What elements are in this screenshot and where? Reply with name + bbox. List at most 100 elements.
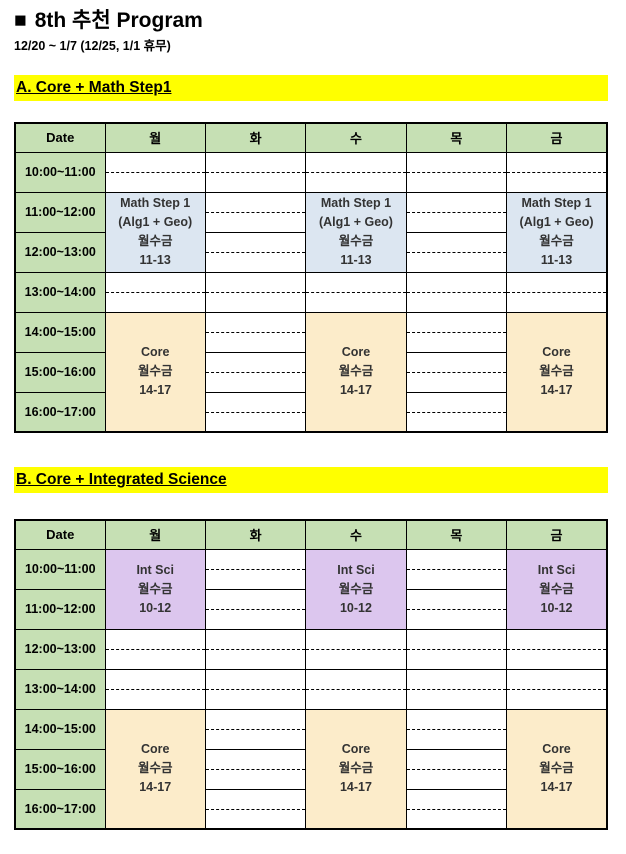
half-hour-divider bbox=[205, 233, 306, 253]
half-hour-divider bbox=[507, 630, 606, 650]
half-hour-divider bbox=[205, 790, 306, 810]
half-hour-divider bbox=[205, 710, 306, 730]
half-hour-divider bbox=[205, 393, 306, 413]
day-header-fri: 금 bbox=[506, 519, 608, 550]
empty-slot-cell bbox=[305, 271, 407, 313]
empty-slot-cell bbox=[204, 668, 307, 710]
day-header-fri: 금 bbox=[506, 122, 608, 153]
date-header: Date bbox=[14, 519, 106, 550]
time-cell: 13:00~14:00 bbox=[14, 271, 106, 313]
block-hours: 11-13 bbox=[340, 253, 372, 267]
table-row: 13:00~14:00 bbox=[14, 271, 608, 313]
block-title: Math Step 1 bbox=[120, 196, 191, 210]
block-title: Int Sci bbox=[337, 562, 375, 577]
empty-slot-cell bbox=[405, 788, 508, 830]
time-cell: 16:00~17:00 bbox=[14, 391, 106, 433]
time-cell: 10:00~11:00 bbox=[14, 548, 106, 590]
int-sci-cell-mon: Int Sci 월수금 10-12 bbox=[104, 548, 206, 630]
empty-slot-cell bbox=[305, 628, 407, 670]
empty-slot-cell bbox=[204, 788, 307, 830]
time-cell: 11:00~12:00 bbox=[14, 191, 106, 233]
empty-slot-cell bbox=[405, 628, 508, 670]
block-title: Core bbox=[542, 345, 571, 360]
table-row: 10:00~11:00 Int Sci 월수금 10-12 Int Sci 월수… bbox=[14, 548, 608, 630]
block-title: Int Sci bbox=[136, 562, 174, 577]
half-hour-divider bbox=[205, 193, 306, 213]
half-hour-divider bbox=[205, 550, 306, 570]
half-hour-divider bbox=[105, 273, 205, 293]
page-title: ■ 8th 추천 Program bbox=[14, 8, 612, 34]
block-hours: 14-17 bbox=[339, 780, 372, 795]
day-header-thu: 목 bbox=[405, 122, 508, 153]
core-cell-wed: Core 월수금 14-17 bbox=[305, 708, 407, 830]
schedule-table-a: Date 월 화 수 목 금 10:00~11:00 11:00~12:00 M… bbox=[14, 122, 608, 433]
date-range-subtitle: 12/20 ~ 1/7 (12/25, 1/1 휴무) bbox=[14, 39, 171, 53]
half-hour-divider bbox=[205, 353, 306, 373]
half-hour-divider bbox=[205, 750, 306, 770]
table-row: 14:00~15:00 Core 월수금 14-17 Core 월수금 14-1… bbox=[14, 311, 608, 433]
table-row: 14:00~15:00 Core 월수금 14-17 Core 월수금 14-1… bbox=[14, 708, 608, 830]
half-hour-divider bbox=[406, 393, 507, 413]
empty-slot-cell bbox=[405, 588, 508, 630]
block-days: 월수금 bbox=[137, 581, 173, 596]
half-hour-divider bbox=[406, 153, 507, 173]
half-hour-divider bbox=[406, 193, 507, 213]
empty-slot-cell bbox=[405, 351, 508, 393]
time-cell: 12:00~13:00 bbox=[14, 231, 106, 273]
block-title: Core bbox=[140, 742, 170, 757]
block-days: 월수금 bbox=[338, 761, 374, 776]
empty-slot-cell bbox=[204, 351, 307, 393]
block-days: 월수금 bbox=[539, 234, 574, 248]
block-title: Core bbox=[341, 345, 371, 360]
empty-slot-cell bbox=[506, 271, 608, 313]
half-hour-divider bbox=[205, 630, 306, 650]
half-hour-divider bbox=[306, 670, 406, 690]
half-hour-divider bbox=[205, 273, 306, 293]
empty-slot-cell bbox=[204, 311, 307, 353]
empty-slot-cell bbox=[405, 668, 508, 710]
time-cell: 14:00~15:00 bbox=[14, 311, 106, 353]
half-hour-divider bbox=[406, 550, 507, 570]
empty-slot-cell bbox=[405, 311, 508, 353]
empty-slot-cell bbox=[405, 391, 508, 433]
empty-slot-cell bbox=[405, 548, 508, 590]
math-step1-cell-fri: Math Step 1 (Alg1 + Geo) 월수금 11-13 bbox=[506, 191, 608, 273]
block-days: 월수금 bbox=[137, 364, 173, 379]
block-hours: 14-17 bbox=[339, 383, 372, 398]
half-hour-divider bbox=[205, 313, 306, 333]
table-row: 12:00~13:00 bbox=[14, 628, 608, 670]
empty-slot-cell bbox=[204, 231, 307, 273]
block-days: 월수금 bbox=[137, 234, 173, 248]
page-title-text: 8th 추천 Program bbox=[34, 9, 203, 32]
half-hour-divider bbox=[205, 670, 306, 690]
section-b-heading: B. Core + Integrated Science bbox=[14, 467, 608, 493]
table-b-header-row: Date 월 화 수 목 금 bbox=[14, 519, 608, 550]
block-title: Int Sci bbox=[537, 562, 576, 577]
block-days: 월수금 bbox=[539, 581, 574, 596]
math-step1-cell-wed: Math Step 1 (Alg1 + Geo) 월수금 11-13 bbox=[305, 191, 407, 273]
half-hour-divider bbox=[105, 670, 205, 690]
half-hour-divider bbox=[406, 790, 507, 810]
section-a-heading: A. Core + Math Step1 bbox=[14, 75, 608, 101]
empty-slot-cell bbox=[305, 668, 407, 710]
schedule-table-b: Date 월 화 수 목 금 10:00~11:00 Int Sci 월수금 1… bbox=[14, 519, 608, 830]
block-hours: 14-17 bbox=[139, 383, 172, 398]
core-cell-wed: Core 월수금 14-17 bbox=[305, 311, 407, 433]
half-hour-divider bbox=[406, 670, 507, 690]
empty-slot-cell bbox=[104, 271, 206, 313]
table-row: 11:00~12:00 Math Step 1 (Alg1 + Geo) 월수금… bbox=[14, 191, 608, 273]
empty-slot-cell bbox=[405, 271, 508, 313]
empty-slot-cell bbox=[204, 628, 307, 670]
core-cell-mon: Core 월수금 14-17 bbox=[104, 311, 206, 433]
half-hour-divider bbox=[205, 153, 306, 173]
empty-slot-cell bbox=[405, 748, 508, 790]
page: ■ 8th 추천 Program 12/20 ~ 1/7 (12/25, 1/1 … bbox=[14, 8, 612, 830]
time-cell: 14:00~15:00 bbox=[14, 708, 106, 750]
time-cell: 10:00~11:00 bbox=[14, 151, 106, 193]
table-row: 15:00~16:00 bbox=[14, 748, 607, 790]
empty-slot-cell bbox=[104, 151, 206, 193]
time-cell: 13:00~14:00 bbox=[14, 668, 106, 710]
half-hour-divider bbox=[406, 710, 507, 730]
empty-slot-cell bbox=[204, 391, 307, 433]
half-hour-divider bbox=[507, 273, 606, 293]
